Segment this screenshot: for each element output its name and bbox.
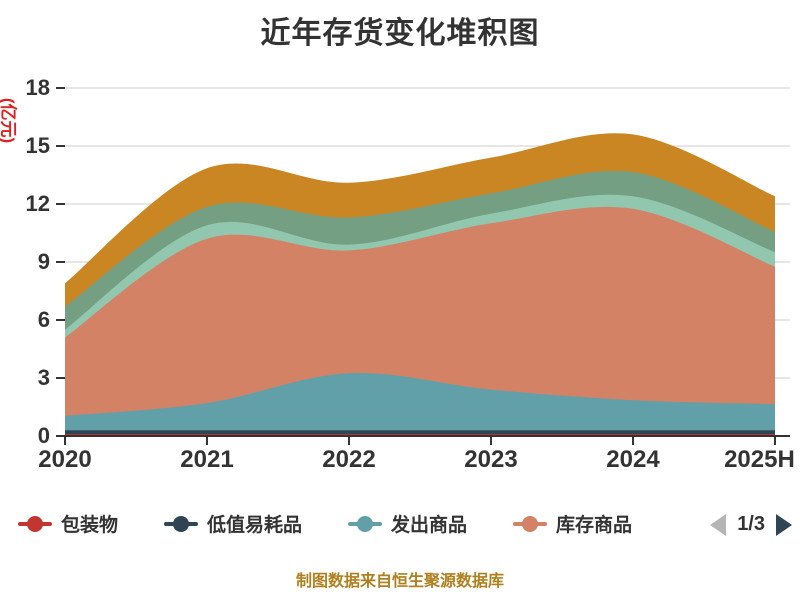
legend-marker-icon xyxy=(513,515,548,532)
y-axis-tick-label: 9 xyxy=(37,249,50,274)
legend-marker-icon xyxy=(18,515,52,532)
y-axis-tick-label: 6 xyxy=(37,307,50,332)
legend-next-icon[interactable] xyxy=(776,513,792,536)
legend-item-label: 发出商品 xyxy=(391,515,468,536)
x-axis-tick-label: 2022 xyxy=(322,446,376,473)
data-source-note: 制图数据来自恒生聚源数据库 xyxy=(295,573,504,590)
legend-prev-icon[interactable] xyxy=(710,513,727,536)
legend-pagination: 1/3 xyxy=(710,513,792,536)
x-axis-tick-label: 2020 xyxy=(38,446,92,473)
legend: 包装物 低值易耗品 发出商品 库存商品 xyxy=(18,510,632,537)
area-库存商品 xyxy=(65,206,775,436)
x-axis-tick-label: 2025H xyxy=(724,446,795,473)
area-发出商品 xyxy=(65,372,775,436)
x-axis-tick-label: 2024 xyxy=(606,446,660,473)
chart-plot-area[interactable] xyxy=(0,0,800,470)
y-axis-tick-label: 12 xyxy=(25,191,50,216)
legend-item-包装物[interactable]: 包装物 xyxy=(18,510,118,537)
axis xyxy=(56,87,790,445)
legend-item-发出商品[interactable]: 发出商品 xyxy=(348,510,467,537)
legend-page-indicator: 1/3 xyxy=(737,513,765,535)
x-axis-tick-label: 2023 xyxy=(464,446,518,473)
y-axis-tick-label: 18 xyxy=(25,75,50,100)
legend-item-label: 库存商品 xyxy=(556,515,633,536)
legend-item-库存商品[interactable]: 库存商品 xyxy=(513,510,632,537)
legend-marker-icon xyxy=(348,515,383,532)
legend-item-label: 低值易耗品 xyxy=(207,515,303,536)
y-axis-tick-label: 3 xyxy=(37,365,50,390)
y-axis-tick-label: 15 xyxy=(25,133,50,158)
legend-marker-icon xyxy=(164,515,199,532)
y-axis-tick-label: 0 xyxy=(37,423,50,448)
legend-item-label: 包装物 xyxy=(61,515,119,536)
chart-title: 近年存货变化堆积图 xyxy=(260,17,540,50)
legend-item-低值易耗品[interactable]: 低值易耗品 xyxy=(164,510,302,537)
area-layers xyxy=(65,133,775,436)
x-axis-tick-label: 2021 xyxy=(180,446,234,473)
